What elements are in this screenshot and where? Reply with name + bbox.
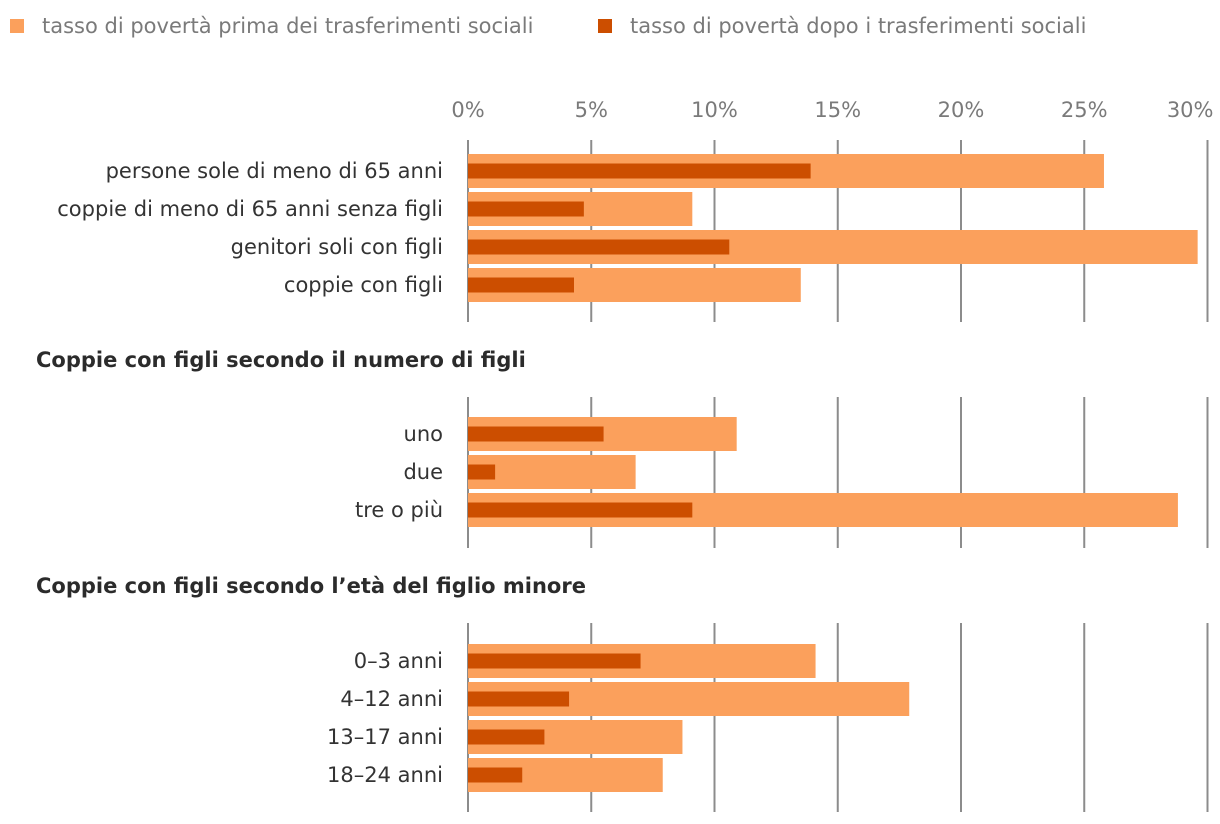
legend-swatch-2 — [598, 19, 612, 33]
legend-swatch-1 — [10, 19, 24, 33]
x-tick-label-5: 25% — [1061, 98, 1108, 122]
category-label-1-1: persone sole di meno di 65 anni — [106, 159, 443, 183]
bar-after-3-2 — [468, 691, 570, 707]
bar-after-1-4 — [468, 277, 574, 293]
x-tick-label-3: 15% — [814, 98, 861, 122]
bar-after-3-4 — [468, 767, 523, 783]
bars — [468, 154, 1198, 792]
x-tick-label-2: 10% — [691, 98, 738, 122]
bar-after-1-1 — [468, 163, 811, 179]
legend-label-1: tasso di povertà prima dei trasferimenti… — [42, 14, 533, 38]
category-label-2-2: due — [403, 460, 443, 484]
category-label-2-3: tre o più — [355, 498, 443, 522]
category-label-1-3: genitori soli con figli — [231, 235, 443, 259]
category-label-3-1: 0–3 anni — [354, 649, 443, 673]
category-label-1-4: coppie con figli — [284, 273, 443, 297]
x-tick-label-4: 20% — [938, 98, 985, 122]
x-tick-label-6: 30% — [1167, 98, 1214, 122]
x-tick-label-1: 5% — [575, 98, 608, 122]
bar-after-3-3 — [468, 729, 545, 745]
group-title-2: Coppie con figli secondo il numero di fi… — [36, 348, 526, 372]
bar-after-1-2 — [468, 201, 584, 217]
category-labels: persone sole di meno di 65 anni coppie di… — [36, 159, 586, 787]
x-axis-tick-labels: 0% 5% 10% 15% 20% 25% 30% — [451, 98, 1213, 122]
category-label-2-1: uno — [404, 422, 443, 446]
x-tick-label-0: 0% — [451, 98, 484, 122]
bar-after-2-2 — [468, 464, 496, 480]
bar-after-3-1 — [468, 653, 641, 669]
category-label-3-2: 4–12 anni — [340, 687, 443, 711]
category-label-3-4: 18–24 anni — [327, 763, 443, 787]
group-title-3: Coppie con figli secondo l’età del figli… — [36, 574, 586, 598]
category-label-1-2: coppie di meno di 65 anni senza figli — [57, 197, 443, 221]
legend: tasso di povertà prima dei trasferimenti… — [10, 14, 1086, 38]
legend-label-2: tasso di povertà dopo i trasferimenti so… — [630, 14, 1086, 38]
bar-before-2-2 — [468, 455, 636, 489]
bar-after-2-1 — [468, 426, 604, 442]
bar-after-2-3 — [468, 502, 693, 518]
bar-after-1-3 — [468, 239, 730, 255]
category-label-3-3: 13–17 anni — [327, 725, 443, 749]
